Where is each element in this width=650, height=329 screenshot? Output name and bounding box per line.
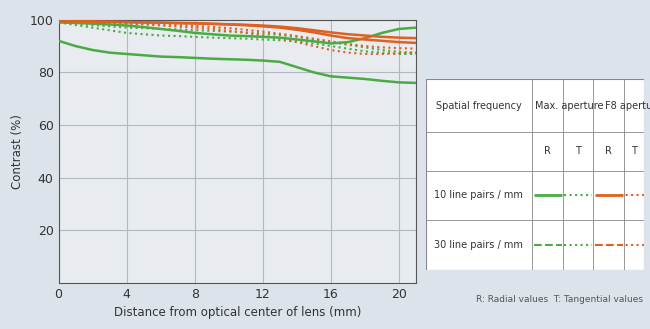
Text: R: Radial values  T: Tangential values: R: Radial values T: Tangential values xyxy=(476,295,644,304)
Text: F8 aperture: F8 aperture xyxy=(605,101,650,111)
Y-axis label: Contrast (%): Contrast (%) xyxy=(11,114,24,189)
Text: 30 line pairs / mm: 30 line pairs / mm xyxy=(434,240,523,250)
Text: R: R xyxy=(544,146,551,157)
Text: T: T xyxy=(630,146,636,157)
Text: 10 line pairs / mm: 10 line pairs / mm xyxy=(434,190,523,200)
X-axis label: Distance from optical center of lens (mm): Distance from optical center of lens (mm… xyxy=(114,306,361,319)
Text: Spatial frequency: Spatial frequency xyxy=(436,101,522,111)
Text: Max. aperture: Max. aperture xyxy=(535,101,604,111)
Text: R: R xyxy=(605,146,612,157)
Text: T: T xyxy=(575,146,581,157)
